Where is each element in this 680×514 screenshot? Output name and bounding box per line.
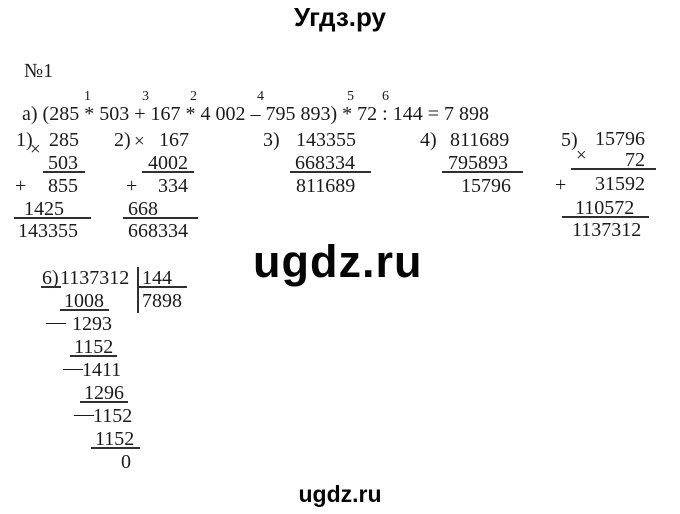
step6-label-rule (41, 286, 61, 288)
step1-plus-sign: + (15, 175, 27, 197)
step5-partial1: 31592 (595, 173, 645, 195)
step3-sum: 811689 (296, 175, 356, 197)
step2-times-sign: × (134, 131, 145, 152)
step6-subtract2: 1152 (74, 336, 114, 358)
watermark-center: ugdz.ru (253, 236, 423, 287)
step6-divisor: 144 (142, 267, 172, 289)
step6-final-remainder: 0 (121, 451, 131, 473)
step2-plus-sign: + (126, 175, 138, 197)
step6-quotient: 7898 (142, 290, 182, 312)
step2-multiply-rule (142, 171, 194, 173)
step5-partial2: 110572 (575, 197, 635, 219)
division-divisor-rule (139, 286, 187, 288)
step3-addend2: 668334 (295, 152, 355, 174)
step1-sum-rule (14, 217, 91, 219)
order-mark-2: 3 (142, 89, 149, 104)
step1-times-sign: × (30, 139, 41, 160)
step1-partial2: 1425 (24, 198, 64, 220)
step6-rule3 (80, 401, 128, 403)
step6-remainder3: 1152 (93, 405, 133, 427)
step5-label: 5) (561, 129, 578, 151)
site-header-title: Угдз.ру (294, 2, 386, 32)
order-mark-6: 6 (382, 89, 389, 104)
step2-factor1: 167 (159, 129, 189, 151)
step2-label: 2) (114, 129, 131, 151)
step6-label: 6) (42, 267, 59, 289)
step4-difference: 15796 (461, 175, 511, 197)
step2-factor2: 4002 (148, 152, 188, 174)
step3-label: 3) (263, 129, 280, 151)
step1-partial1: 855 (48, 175, 78, 197)
step1-factor1: 285 (49, 129, 79, 151)
problem-expression: а) (285 * 503 + 167 * 4 002 – 795 893) *… (22, 103, 489, 125)
step6-subtract4: 1152 (95, 428, 135, 450)
watermark-footer: ugdz.ru (298, 481, 382, 507)
step6-remainder2: 1411 (82, 359, 122, 381)
step1-product: 143355 (18, 220, 78, 242)
step6-subtract1: 1008 (64, 290, 104, 312)
step6-rule2 (70, 355, 117, 357)
step6-dividend: 1137312 (60, 267, 130, 289)
step6-minus-sign-1: — (46, 311, 66, 333)
step5-product: 1137312 (572, 219, 642, 241)
step2-partial2: 668 (128, 198, 158, 220)
step6-minus-sign-3: — (74, 403, 94, 425)
step5-sum-rule (562, 216, 649, 218)
step6-rule4 (91, 447, 140, 449)
order-mark-3: 2 (190, 89, 197, 104)
step2-partial1: 334 (158, 175, 188, 197)
step1-factor2: 503 (48, 152, 78, 174)
step5-multiply-rule (571, 168, 656, 170)
division-bracket-bar (137, 267, 139, 313)
order-mark-5: 5 (347, 89, 354, 104)
step4-difference-rule (442, 171, 523, 173)
step4-minuend: 811689 (450, 129, 510, 151)
step2-sum-rule (123, 217, 198, 219)
step3-addend1: 143355 (296, 129, 356, 151)
step5-factor1: 15796 (595, 128, 645, 150)
order-mark-1: 1 (84, 89, 91, 104)
order-mark-4: 4 (257, 89, 264, 104)
step6-remainder1: 1293 (72, 313, 112, 335)
step1-multiply-rule (43, 171, 85, 173)
step1-label: 1) (16, 129, 33, 151)
step5-times-sign: × (576, 145, 587, 166)
step6-rule1 (60, 309, 109, 311)
step5-plus-sign: + (555, 174, 567, 196)
step6-subtract3: 1296 (84, 382, 124, 404)
problem-number: №1 (24, 60, 54, 82)
step4-subtrahend: 795893 (448, 152, 508, 174)
step5-factor2: 72 (625, 149, 645, 171)
step6-minus-sign-2: — (63, 357, 83, 379)
step2-product: 668334 (128, 220, 188, 242)
step4-label: 4) (420, 129, 437, 151)
step3-sum-rule (290, 171, 371, 173)
